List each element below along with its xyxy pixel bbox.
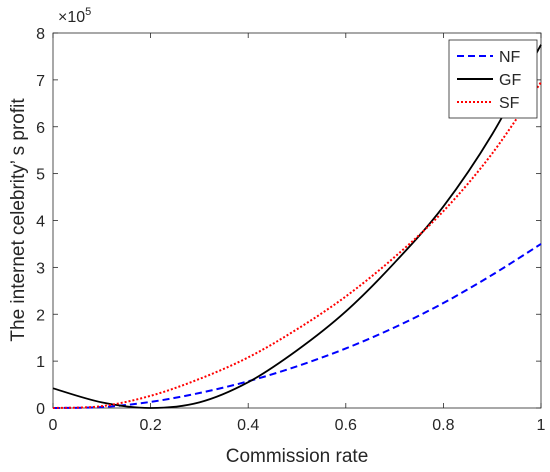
series-layer (52, 44, 542, 409)
x-tick-label: 1 (537, 417, 546, 434)
y-tick-label: 6 (36, 120, 45, 137)
x-tick-label: 0 (49, 417, 58, 434)
y-tick-label: 8 (36, 26, 45, 43)
y-tick-label: 7 (36, 73, 45, 90)
y-tick-label: 0 (36, 401, 45, 418)
x-tick-label: 0.6 (335, 417, 357, 434)
x-tick-label: 0.8 (432, 417, 454, 434)
y-tick-label: 4 (36, 214, 45, 231)
series-line-nf (52, 243, 542, 409)
series-line-sf (52, 81, 542, 409)
multiplier-base: ×10 (58, 9, 85, 26)
y-tick-label: 1 (36, 354, 45, 371)
y-axis-label: The internet celebrity’ s profit (8, 98, 29, 342)
y-axis-multiplier: ×105 (58, 6, 91, 26)
legend: NF GF SF (448, 39, 538, 119)
y-tick-label: 2 (36, 307, 45, 324)
y-tick-label: 3 (36, 260, 45, 277)
x-axis-label: Commission rate (226, 446, 369, 467)
y-tick-label: 5 (36, 167, 45, 184)
multiplier-exponent: 5 (85, 6, 91, 18)
legend-label-sf: SF (499, 95, 520, 112)
legend-label-nf: NF (499, 49, 521, 66)
x-tick-label: 0.2 (139, 417, 161, 434)
legend-label-gf: GF (499, 72, 521, 89)
x-tick-label: 0.4 (237, 417, 259, 434)
series-line-gf (52, 44, 542, 409)
x-axis: 0 0.2 0.4 0.6 0.8 1 (49, 33, 546, 434)
